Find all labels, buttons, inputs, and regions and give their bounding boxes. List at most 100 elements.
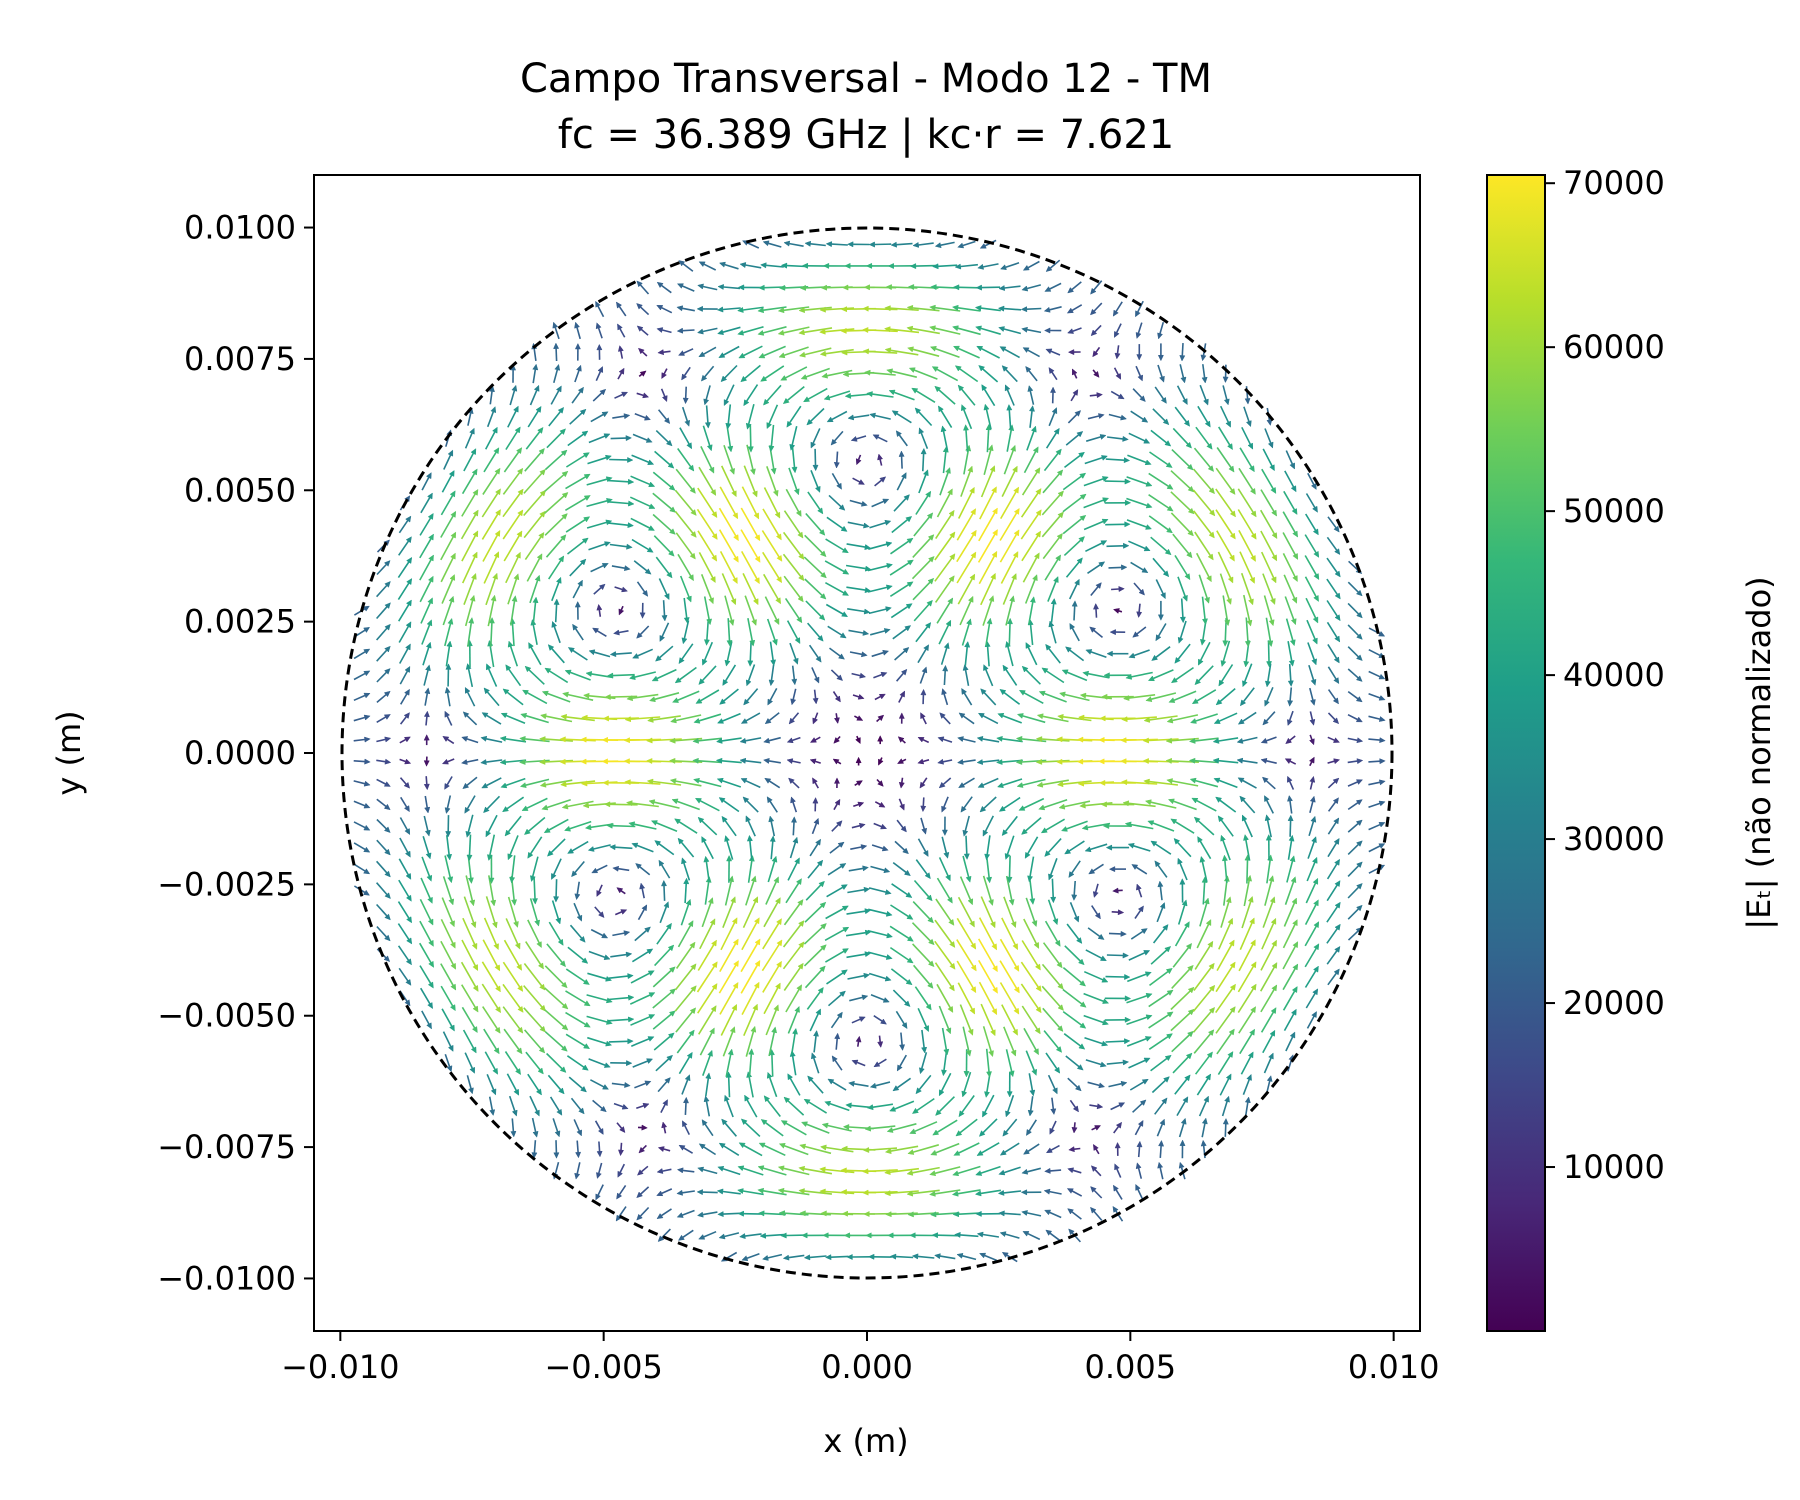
field-arrow [608,522,635,529]
field-arrow [440,510,457,538]
field-arrow [1056,780,1092,788]
field-arrow [609,456,634,463]
field-arrow [1305,877,1319,904]
field-arrow [833,451,840,469]
field-arrow [1114,1141,1121,1156]
field-arrow [1174,921,1190,947]
colorbar-tick-label: 70000 [1563,164,1665,202]
field-arrow [742,896,759,929]
field-arrow [1261,917,1277,950]
field-arrow [961,687,973,706]
field-arrow [1005,595,1015,626]
field-arrow [460,961,479,993]
colorbar-tick-label: 10000 [1563,1148,1665,1186]
field-arrow [799,1210,831,1217]
field-arrow [1136,344,1143,361]
field-arrow [1062,966,1087,987]
field-arrow [807,1075,824,1094]
field-arrow [465,875,476,907]
field-arrow [652,513,676,535]
field-arrow [375,602,391,620]
field-arrow [1218,917,1233,950]
field-arrow [847,414,870,421]
field-arrow [716,712,741,724]
field-arrow [1126,1014,1153,1026]
field-arrow [984,835,991,861]
field-arrow [1179,598,1186,624]
field-arrow [675,1007,697,1033]
field-arrow [1260,530,1278,562]
field-arrow [574,321,581,340]
field-arrow [745,815,756,837]
field-arrow [440,490,456,516]
field-arrow [718,345,740,358]
field-arrow [573,1119,582,1137]
field-arrow [790,1027,798,1055]
field-arrow [867,584,893,593]
field-arrow [867,1253,892,1260]
field-arrow [1002,572,1017,605]
field-arrow [544,470,569,493]
field-arrow [510,595,518,626]
field-arrow [529,898,541,927]
field-arrow [353,736,371,743]
field-arrow [1043,1030,1063,1053]
field-arrow [974,1189,1002,1197]
field-arrow [1304,899,1319,925]
field-arrow [1124,821,1154,830]
field-arrow [1285,1031,1296,1052]
field-arrow [400,796,410,813]
field-arrow [911,1097,935,1114]
field-arrow [869,628,891,636]
field-arrow [1265,834,1272,861]
field-arrow [376,758,392,765]
field-arrow [956,758,976,765]
field-arrow [1061,669,1088,682]
field-arrow [1066,1188,1083,1197]
field-arrow [572,623,584,641]
field-arrow [954,1231,979,1238]
field-arrow [1108,413,1128,421]
field-arrow [544,1031,568,1052]
field-arrow [1200,1139,1207,1159]
field-arrow [1092,1143,1100,1155]
field-arrow [999,507,1020,541]
field-arrow [631,538,654,553]
field-arrow [481,961,501,993]
field-arrow [697,487,718,519]
field-arrow [699,918,716,950]
field-arrow [1260,509,1278,540]
field-arrow [1262,448,1275,472]
field-arrow [951,325,981,336]
field-arrow [630,1014,656,1026]
field-arrow [1287,834,1295,860]
field-arrow [763,487,781,519]
field-arrow [1045,427,1060,449]
field-arrow [486,406,497,428]
field-arrow [502,796,525,813]
field-arrow [1179,364,1187,384]
field-arrow [565,473,591,490]
field-arrow [997,305,1022,312]
field-arrow [1027,856,1035,883]
field-arrow [936,877,953,904]
field-arrow [1021,326,1042,334]
field-arrow [376,668,391,683]
field-arrow [1065,557,1083,578]
field-arrow [892,989,911,1008]
field-arrow [705,1072,712,1097]
field-arrow [827,990,846,1007]
field-arrow [718,529,739,563]
field-arrow [737,306,764,313]
field-arrow [551,858,562,881]
field-arrow [917,758,930,765]
field-arrow [1260,961,1278,992]
field-arrow [786,758,801,765]
field-arrow [1021,1167,1041,1175]
field-arrow [527,836,543,859]
field-arrow [1287,814,1294,837]
field-arrow [748,1048,755,1078]
field-arrow [656,305,673,314]
field-arrow [510,1118,517,1138]
field-arrow [590,563,609,573]
